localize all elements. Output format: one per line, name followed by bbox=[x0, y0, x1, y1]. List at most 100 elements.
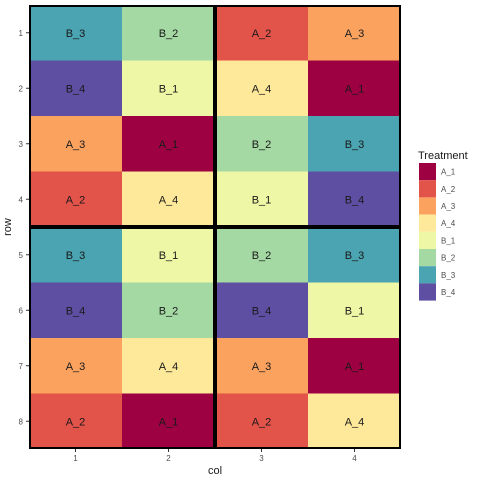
legend-label: B_3 bbox=[441, 271, 456, 280]
heatmap-cell bbox=[215, 338, 308, 394]
heatmap-cell bbox=[29, 5, 122, 61]
cell-label: B_2 bbox=[252, 250, 272, 262]
block-border bbox=[215, 5, 401, 227]
cell-label: A_3 bbox=[66, 139, 86, 151]
x-tick-label: 1 bbox=[73, 454, 78, 463]
heatmap-cell bbox=[215, 282, 308, 338]
legend-label: A_3 bbox=[441, 202, 456, 211]
heatmap-cell bbox=[29, 60, 122, 116]
cell-label: A_1 bbox=[159, 139, 179, 151]
cell-label: A_2 bbox=[66, 416, 86, 428]
x-axis-title: col bbox=[208, 465, 222, 477]
legend-label: B_2 bbox=[441, 254, 456, 263]
heatmap-cell bbox=[308, 282, 401, 338]
legend-label: A_2 bbox=[441, 185, 456, 194]
heatmap-cell bbox=[215, 227, 308, 283]
heatmap-cell bbox=[29, 171, 122, 227]
legend-key bbox=[419, 197, 436, 215]
cell-label: B_1 bbox=[252, 194, 272, 206]
heatmap-cells: B_3 B_2 A_2 A_3 B_4 B_1 A_4 A_1 A_3 A_1 B_2 B_3 A_2 A… bbox=[29, 5, 401, 449]
heatmap-cell bbox=[122, 116, 215, 172]
y-tick-label: 1 bbox=[19, 29, 24, 38]
cell-label: A_3 bbox=[252, 361, 272, 373]
cell-label: B_3 bbox=[345, 250, 365, 262]
x-tick-label: 2 bbox=[166, 454, 171, 463]
heatmap-cell bbox=[308, 338, 401, 394]
cell-label: B_4 bbox=[66, 83, 86, 95]
heatmap-cell bbox=[215, 116, 308, 172]
cell-label: A_2 bbox=[66, 194, 86, 206]
block-border bbox=[29, 227, 215, 449]
cell-label: A_2 bbox=[252, 416, 272, 428]
cell-label: B_3 bbox=[345, 139, 365, 151]
legend-key bbox=[419, 163, 436, 181]
heatmap-cell bbox=[122, 282, 215, 338]
cell-label: A_4 bbox=[159, 361, 179, 373]
y-tick-label: 4 bbox=[19, 195, 24, 204]
cell-label: B_4 bbox=[66, 305, 86, 317]
x-tick-label: 4 bbox=[352, 454, 357, 463]
block-border bbox=[29, 5, 215, 227]
x-tick-label: 3 bbox=[259, 454, 264, 463]
cell-label: A_4 bbox=[252, 83, 272, 95]
y-tick-label: 3 bbox=[19, 140, 24, 149]
legend-label: B_1 bbox=[441, 236, 456, 245]
cell-label: B_3 bbox=[66, 28, 86, 40]
legend-label: A_4 bbox=[441, 219, 456, 228]
heatmap-cell bbox=[308, 116, 401, 172]
heatmap-cell bbox=[29, 282, 122, 338]
cell-label: A_4 bbox=[345, 416, 365, 428]
legend-label: B_4 bbox=[441, 288, 456, 297]
heatmap-cell bbox=[122, 338, 215, 394]
heatmap-cell bbox=[215, 60, 308, 116]
y-tick-label: 6 bbox=[19, 306, 24, 315]
x-axis-ticks: 1 2 3 4 bbox=[73, 449, 357, 463]
cell-label: B_1 bbox=[159, 83, 179, 95]
y-tick-label: 5 bbox=[19, 251, 24, 260]
cell-label: A_3 bbox=[66, 361, 86, 373]
heatmap-cell bbox=[122, 393, 215, 449]
cell-label: B_4 bbox=[252, 305, 272, 317]
legend-key bbox=[419, 214, 436, 232]
legend: Treatment A_1 A_2 A_3 A_4 B_1 B_2 B_3 B_4 bbox=[418, 150, 468, 301]
heatmap-cell bbox=[215, 393, 308, 449]
y-tick-label: 8 bbox=[19, 417, 24, 426]
heatmap-cell bbox=[308, 171, 401, 227]
heatmap-cell bbox=[122, 171, 215, 227]
cell-label: A_4 bbox=[159, 194, 179, 206]
y-axis-title: row bbox=[2, 218, 14, 236]
heatmap-cell bbox=[122, 227, 215, 283]
cell-label: B_2 bbox=[159, 28, 179, 40]
heatmap-cell bbox=[308, 393, 401, 449]
cell-label: B_1 bbox=[159, 250, 179, 262]
heatmap-cell bbox=[308, 227, 401, 283]
cell-label: A_1 bbox=[345, 361, 365, 373]
legend-key bbox=[419, 249, 436, 267]
heatmap-cell bbox=[29, 338, 122, 394]
cell-label: B_2 bbox=[159, 305, 179, 317]
cell-label: A_1 bbox=[159, 416, 179, 428]
legend-title: Treatment bbox=[418, 150, 468, 162]
cell-label: B_4 bbox=[345, 194, 365, 206]
block-border bbox=[215, 227, 401, 449]
cell-label: B_1 bbox=[345, 305, 365, 317]
y-axis-ticks: 1 2 3 4 5 6 7 8 bbox=[19, 29, 29, 426]
cell-label: A_3 bbox=[345, 28, 365, 40]
cell-label: A_1 bbox=[345, 83, 365, 95]
legend-key bbox=[419, 180, 436, 198]
legend-key bbox=[419, 231, 436, 249]
heatmap-cell bbox=[29, 227, 122, 283]
cell-label: B_2 bbox=[252, 139, 272, 151]
heatmap-cell bbox=[29, 116, 122, 172]
heatmap-cell bbox=[308, 5, 401, 61]
block-borders bbox=[29, 5, 401, 449]
cell-label: B_3 bbox=[66, 250, 86, 262]
cell-label: A_2 bbox=[252, 28, 272, 40]
heatmap-cell bbox=[29, 393, 122, 449]
heatmap-cell bbox=[308, 60, 401, 116]
heatmap-cell bbox=[122, 5, 215, 61]
y-tick-label: 2 bbox=[19, 84, 24, 93]
y-tick-label: 7 bbox=[19, 362, 24, 371]
heatmap-cell bbox=[215, 171, 308, 227]
